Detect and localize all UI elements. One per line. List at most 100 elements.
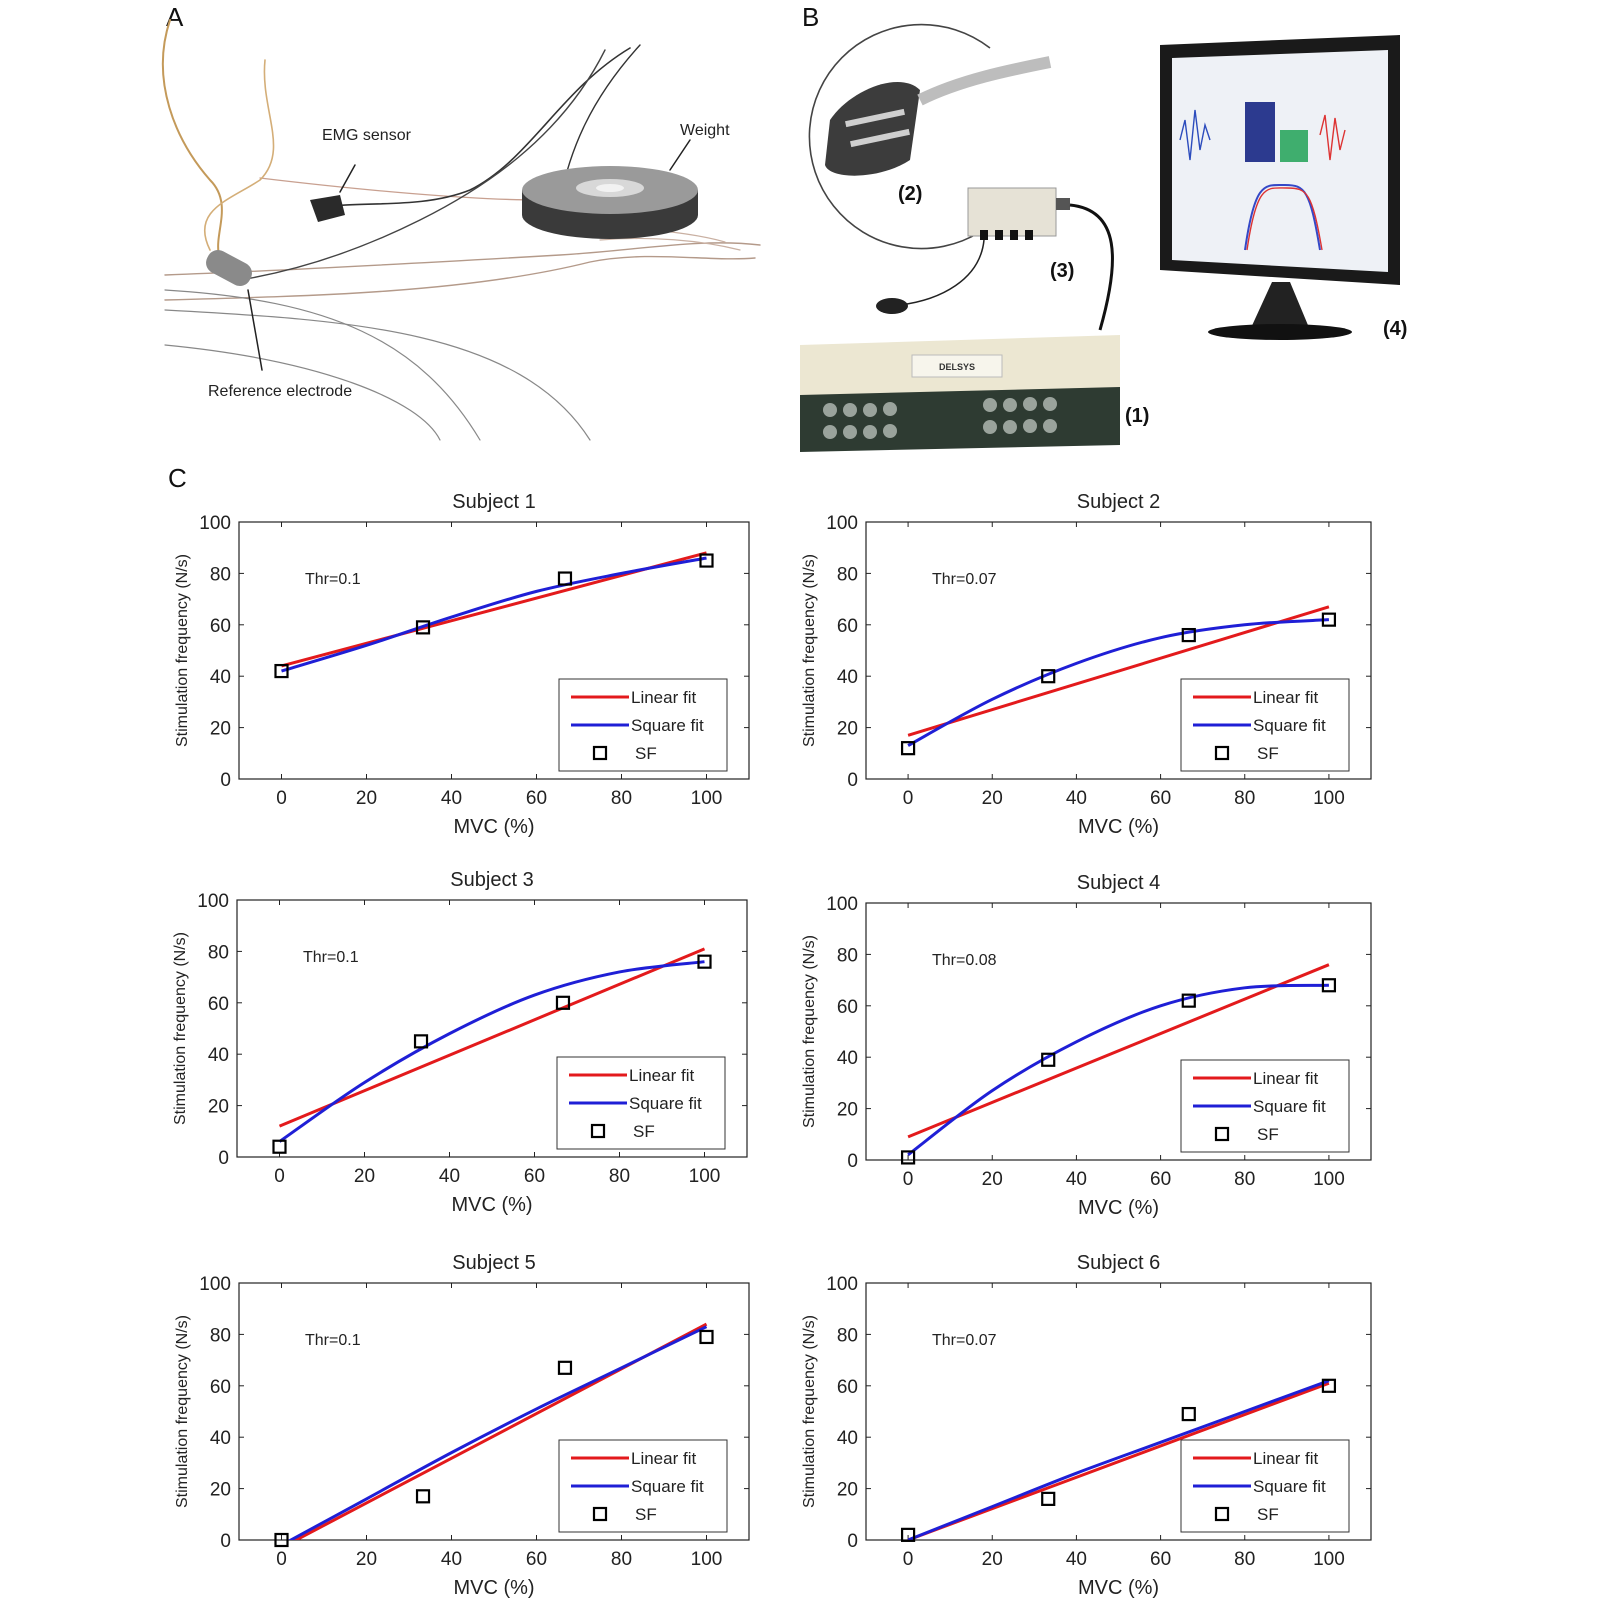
x-tick-label: 100 [1313,788,1345,809]
square-fit-line [907,1379,1330,1540]
emg-sensor-label: EMG sensor [322,127,411,144]
item-label-4: (4) [1383,318,1408,340]
legend-entry: Square fit [1253,1097,1326,1116]
sf-point [555,995,571,1010]
chart-title: Subject 6 [1077,1252,1160,1274]
legend-entry: Linear fit [1253,1449,1318,1468]
x-tick-label: 40 [1066,788,1087,809]
reference-electrode-label: Reference electrode [208,383,353,400]
chart-title: Subject 1 [452,491,535,513]
legend: Linear fit Square fit SF [558,1439,728,1533]
sf-point [699,1329,714,1345]
x-tick-label: 80 [611,788,632,809]
sf-point [1181,627,1196,643]
sf-point [900,1150,916,1165]
x-axis-label: MVC (%) [1078,1577,1159,1599]
hub-box [967,187,1057,237]
sf-point [272,1139,287,1154]
x-tick-label: 100 [691,1549,723,1570]
legend-sf-swatch [1214,1506,1230,1522]
y-tick-label: 40 [210,667,231,688]
x-tick-label: 40 [439,1166,460,1187]
threshold-annotation: Thr=0.1 [305,571,361,588]
chart-title: Subject 2 [1077,491,1160,513]
y-tick-label: 60 [208,994,229,1015]
y-tick-label: 20 [208,1097,229,1118]
chart-title: Subject 4 [1077,872,1160,894]
x-axis-label: MVC (%) [453,816,534,838]
sf-point [557,1360,573,1375]
sf-point [1041,1052,1056,1067]
y-tick-label: 0 [220,770,231,791]
x-tick-label: 60 [1150,788,1171,809]
legend-entry: Linear fit [1253,1069,1318,1088]
legend-entry: Linear fit [1253,688,1318,707]
weight-label: Weight [680,122,730,139]
panel-a-letter: A [166,2,184,32]
y-tick-label: 0 [847,770,858,791]
x-tick-label: 80 [611,1549,632,1570]
threshold-annotation: Thr=0.07 [932,1332,997,1349]
sf-point [1321,1378,1337,1393]
square-fit-line [907,618,1330,747]
x-tick-label: 40 [1066,1549,1087,1570]
x-tick-label: 60 [524,1166,545,1187]
threshold-annotation: Thr=0.07 [932,571,997,588]
y-tick-label: 80 [210,1325,231,1346]
y-tick-label: 20 [837,1100,858,1121]
x-axis-label: MVC (%) [1078,816,1159,838]
y-tick-label: 100 [826,894,858,915]
y-tick-label: 60 [837,997,858,1018]
linear-fit-line [278,947,706,1128]
linear-fit-line [907,963,1330,1139]
y-tick-label: 20 [837,1480,858,1501]
x-tick-label: 40 [441,788,462,809]
x-tick-label: 20 [982,1549,1003,1570]
x-tick-label: 0 [276,1549,287,1570]
y-axis-label: Stimulation frequency (N/s) [801,1315,818,1508]
linear-fit-line [907,605,1330,737]
y-tick-label: 0 [847,1151,858,1172]
y-tick-label: 60 [837,1377,858,1398]
y-tick-label: 80 [210,564,231,585]
legend-entry: SF [1257,1125,1279,1144]
y-axis-label: Stimulation frequency (N/s) [801,935,818,1128]
x-tick-label: 20 [356,1549,377,1570]
chart-subject-4: 0 20 40 60 80 100 0 20 40 60 80 100 Subject 4 MVC (%)… [801,872,1372,1219]
x-tick-label: 80 [609,1166,630,1187]
y-axis-label: Stimulation frequency (N/s) [172,932,189,1125]
legend: Linear fit Square fit SF [558,678,728,772]
x-tick-label: 20 [356,788,377,809]
panel-b-letter: B [802,2,820,32]
legend: Linear fit Square fit SF [1180,1059,1350,1153]
sf-point [900,741,916,756]
x-tick-label: 100 [691,788,723,809]
y-tick-label: 40 [837,1428,858,1449]
legend-sf-swatch [592,745,608,761]
y-tick-label: 100 [199,1274,231,1295]
chart-title: Subject 5 [452,1252,535,1274]
x-tick-label: 20 [354,1166,375,1187]
y-tick-label: 80 [837,564,858,585]
x-tick-label: 80 [1234,788,1255,809]
square-fit-line [907,983,1329,1157]
x-tick-label: 60 [526,1549,547,1570]
x-tick-label: 60 [526,788,547,809]
x-tick-label: 0 [903,1549,914,1570]
x-axis-label: MVC (%) [1078,1197,1159,1219]
legend-entry: SF [635,744,657,763]
plot-frame [865,902,1372,1161]
delsys-brand: DELSYS [939,362,975,372]
sf-point [697,954,712,969]
item-label-2: (2) [898,183,923,205]
y-tick-label: 80 [837,1325,858,1346]
x-tick-label: 0 [903,788,914,809]
x-tick-label: 80 [1234,1549,1255,1570]
y-tick-label: 40 [210,1428,231,1449]
linear-fit-line [907,1381,1330,1540]
x-tick-label: 0 [903,1169,914,1190]
plot-frame [865,1282,1372,1541]
emg-sensor-photo [825,81,920,176]
x-tick-label: 60 [1150,1549,1171,1570]
y-tick-label: 60 [210,616,231,637]
